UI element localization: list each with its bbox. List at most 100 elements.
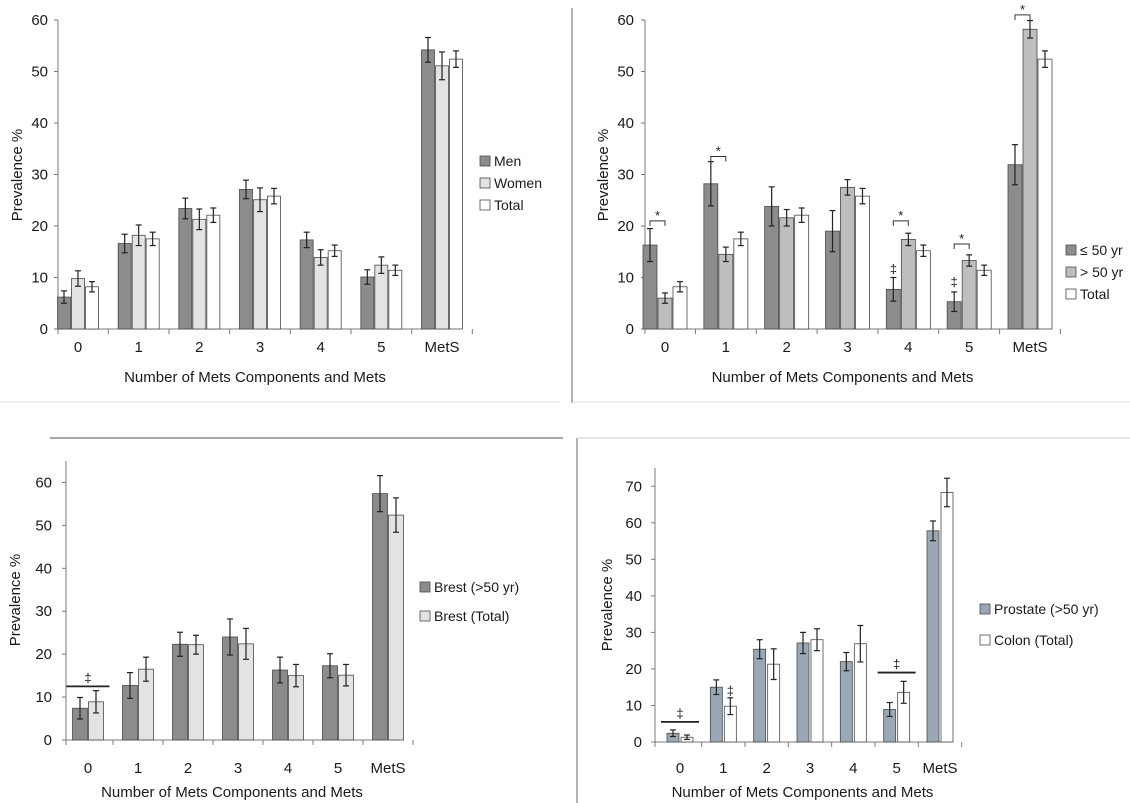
significance-mark: ‡ xyxy=(893,657,900,672)
bar xyxy=(299,239,314,330)
bar xyxy=(267,195,281,330)
y-tick-label: 20 xyxy=(31,218,48,235)
bar xyxy=(961,260,977,330)
bar xyxy=(940,492,954,743)
bar xyxy=(839,661,853,743)
legend-label: > 50 yr xyxy=(1080,264,1124,280)
bar xyxy=(753,648,767,743)
legend-swatch xyxy=(479,155,491,167)
x-axis-title: Number of Mets Components and Mets xyxy=(101,784,363,801)
y-tick-label: 40 xyxy=(617,115,634,132)
x-tick-label: MetS xyxy=(1012,339,1047,356)
bar xyxy=(840,186,855,330)
bar xyxy=(926,530,940,743)
legend-swatch xyxy=(979,603,991,615)
bar xyxy=(372,493,388,741)
legend-label: Brest (>50 yr) xyxy=(434,579,519,595)
significance-mark: ‡ xyxy=(84,670,91,685)
bar xyxy=(1037,58,1053,330)
x-tick-label: MetS xyxy=(424,339,459,356)
bar xyxy=(976,269,992,330)
legend-label: Total xyxy=(494,197,524,213)
bar xyxy=(1022,28,1038,330)
x-tick-label: 5 xyxy=(965,339,973,356)
legend-label: ≤ 50 yr xyxy=(1080,242,1123,258)
bar xyxy=(374,264,389,330)
x-tick-label: 3 xyxy=(234,760,242,777)
bar xyxy=(855,195,870,330)
significance-bracket xyxy=(1014,14,1031,20)
y-axis-title: Prevalence % xyxy=(595,129,612,222)
bar xyxy=(449,58,463,330)
y-tick-label: 20 xyxy=(625,661,642,678)
bar xyxy=(253,199,267,330)
y-tick-label: 30 xyxy=(35,603,52,620)
legend-swatch xyxy=(1065,288,1077,300)
y-axis-title: Prevalence % xyxy=(7,554,24,647)
legend-swatch xyxy=(419,581,431,593)
y-tick-label: 20 xyxy=(35,646,52,663)
bar xyxy=(145,238,160,330)
legend-label: Total xyxy=(1080,286,1110,302)
bar xyxy=(327,250,342,330)
significance-mark: ‡ xyxy=(890,261,897,276)
x-tick-label: 3 xyxy=(843,339,851,356)
bar xyxy=(421,49,435,330)
y-tick-label: 50 xyxy=(31,64,48,81)
bar xyxy=(1007,164,1023,330)
x-tick-label: 0 xyxy=(74,339,82,356)
legend-label: Men xyxy=(494,153,521,169)
significance-mark: * xyxy=(1020,2,1025,17)
legend-swatch xyxy=(1065,266,1077,278)
x-tick-label: 0 xyxy=(676,760,684,777)
legend-label: Colon (Total) xyxy=(994,632,1073,648)
x-tick-label: 5 xyxy=(377,339,385,356)
bar xyxy=(192,218,207,330)
x-tick-label: 4 xyxy=(316,339,324,356)
x-tick-label: MetS xyxy=(370,760,405,777)
bar xyxy=(435,65,449,330)
significance-bracket xyxy=(892,220,909,226)
x-tick-label: 2 xyxy=(195,339,203,356)
y-tick-label: 60 xyxy=(617,12,634,29)
x-tick-label: 0 xyxy=(661,339,669,356)
y-tick-label: 50 xyxy=(625,551,642,568)
bar xyxy=(239,189,253,330)
y-tick-label: 60 xyxy=(31,12,48,29)
x-axis-title: Number of Mets Components and Mets xyxy=(712,369,974,386)
y-tick-label: 70 xyxy=(625,478,642,495)
y-tick-label: 10 xyxy=(625,697,642,714)
x-tick-label: 1 xyxy=(134,760,142,777)
y-tick-label: 0 xyxy=(634,734,642,751)
y-tick-label: 30 xyxy=(617,167,634,184)
legend-label: Women xyxy=(494,175,542,191)
x-tick-label: 5 xyxy=(334,760,342,777)
x-tick-label: MetS xyxy=(922,760,957,777)
significance-mark: * xyxy=(959,231,964,246)
significance-bracket xyxy=(649,220,666,226)
legend-label: Brest (Total) xyxy=(434,608,509,624)
bar xyxy=(388,269,403,330)
significance-mark: * xyxy=(655,208,660,223)
x-tick-label: 1 xyxy=(722,339,730,356)
significance-mark: * xyxy=(716,143,721,158)
y-tick-label: 40 xyxy=(31,115,48,132)
x-tick-label: 4 xyxy=(849,760,857,777)
bar xyxy=(779,217,795,330)
significance-mark: ‡ xyxy=(951,274,958,289)
bar xyxy=(796,642,810,743)
y-axis-title: Prevalence % xyxy=(599,559,616,652)
bar xyxy=(672,286,688,330)
significance-bracket xyxy=(710,155,727,162)
x-axis-title: Number of Mets Components and Mets xyxy=(672,784,934,801)
bar xyxy=(794,214,810,330)
y-tick-label: 40 xyxy=(625,588,642,605)
bar xyxy=(85,286,99,330)
bar xyxy=(313,257,328,330)
legend-swatch xyxy=(979,634,991,646)
x-tick-label: 4 xyxy=(904,339,912,356)
bar xyxy=(810,639,824,743)
y-tick-label: 30 xyxy=(31,167,48,184)
bar xyxy=(388,514,404,741)
legend-swatch xyxy=(1065,244,1077,256)
